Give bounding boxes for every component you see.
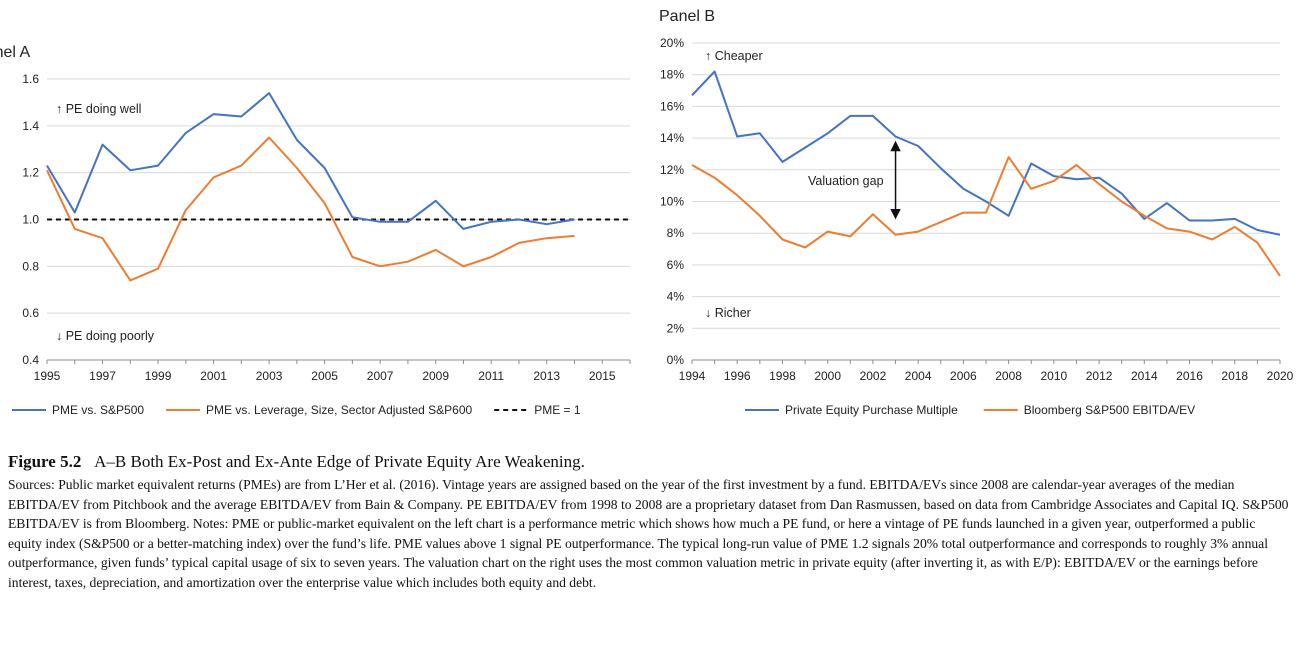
figure-caption: Figure 5.2 A–B Both Ex-Post and Ex-Ante …: [8, 452, 1292, 592]
y-tick-label: 10%: [660, 195, 684, 209]
y-tick-label: 0.4: [22, 353, 39, 367]
x-tick-label: 2004: [905, 369, 932, 383]
x-tick-label: 2016: [1176, 369, 1203, 383]
x-tick-label: 2007: [367, 369, 394, 383]
y-tick-label: 0.8: [22, 259, 39, 273]
figure-caption-body: Sources: Public market equivalent return…: [8, 477, 1289, 590]
annotation-richer: ↓ Richer: [705, 306, 751, 320]
x-tick-label: 2009: [422, 369, 449, 383]
x-tick-label: 2012: [1086, 369, 1113, 383]
x-tick-label: 2010: [1040, 369, 1067, 383]
legend-label: PME vs. S&P500: [52, 403, 144, 417]
series-line-2: [691, 156, 1281, 277]
y-tick-label: 20%: [660, 36, 684, 50]
y-tick-label: 2%: [667, 321, 685, 335]
y-tick-label: 6%: [667, 258, 685, 272]
y-tick-label: 1.6: [22, 72, 39, 86]
annotation-valuation-gap: Valuation gap: [808, 174, 884, 188]
x-tick-label: 2006: [950, 369, 977, 383]
x-tick-label: 1996: [724, 369, 751, 383]
y-tick-label: 16%: [660, 99, 684, 113]
figure-title: A–B Both Ex-Post and Ex-Ante Edge of Pri…: [94, 452, 585, 471]
figure-charts: Panel A 0.4 0.6 0.8 1.0 1.2 1.4 1.6 1995 1997 1999…: [0, 8, 1294, 417]
x-tick-label: 2003: [256, 369, 283, 383]
x-tick-label: 2005: [311, 369, 338, 383]
y-tick-label: 12%: [660, 163, 684, 177]
series-line-2: [46, 136, 575, 282]
x-tick-label: 1998: [769, 369, 796, 383]
x-tick-label: 2014: [1131, 369, 1158, 383]
series-line-1: [691, 70, 1281, 236]
y-tick-label: 14%: [660, 131, 684, 145]
x-tick-label: 2001: [200, 369, 227, 383]
legend-label: PME = 1: [534, 403, 581, 417]
x-tick-label: 2013: [533, 369, 560, 383]
figure-heading: Figure 5.2 A–B Both Ex-Post and Ex-Ante …: [8, 452, 1292, 472]
x-tick-label: 2018: [1221, 369, 1248, 383]
y-tick-label: 1.2: [22, 166, 39, 180]
y-tick-label: 1.4: [22, 119, 39, 133]
x-tick-label: 2011: [478, 369, 504, 383]
panel-a-chart: Panel A 0.4 0.6 0.8 1.0 1.2 1.4 1.6 1995 1997 1999…: [0, 44, 631, 417]
panel-title: Panel A: [0, 44, 30, 61]
legend-label: PME vs. Leverage, Size, Sector Adjusted …: [206, 403, 472, 417]
panel-b-chart: Panel B 0% 2% 4% 6% 8% 10% 12% 14% 16% 18% 20% 1994 1…: [659, 8, 1294, 417]
x-tick-label: 1995: [34, 369, 61, 383]
y-tick-label: 0%: [667, 353, 685, 367]
y-tick-label: 0.6: [22, 306, 39, 320]
x-tick-label: 1994: [679, 369, 706, 383]
x-tick-label: 2015: [589, 369, 616, 383]
x-tick-label: 1997: [89, 369, 116, 383]
y-tick-label: 8%: [667, 226, 685, 240]
figure-number: Figure 5.2: [8, 452, 82, 471]
x-tick-label: 2008: [995, 369, 1022, 383]
series-line-1: [46, 92, 575, 230]
legend-label: Private Equity Purchase Multiple: [785, 403, 958, 417]
x-tick-label: 2002: [860, 369, 887, 383]
x-tick-label: 2020: [1267, 369, 1294, 383]
y-tick-label: 4%: [667, 290, 685, 304]
annotation-cheaper: ↑ Cheaper: [705, 49, 763, 63]
x-tick-label: 1999: [145, 369, 172, 383]
y-tick-label: 18%: [660, 68, 684, 82]
x-tick-label: 2000: [814, 369, 841, 383]
legend-label: Bloomberg S&P500 EBITDA/EV: [1024, 403, 1195, 417]
panel-title: Panel B: [659, 8, 715, 25]
y-tick-label: 1.0: [22, 213, 39, 227]
annotation-pe-doing-poorly: ↓ PE doing poorly: [56, 329, 155, 343]
annotation-pe-doing-well: ↑ PE doing well: [56, 102, 141, 116]
